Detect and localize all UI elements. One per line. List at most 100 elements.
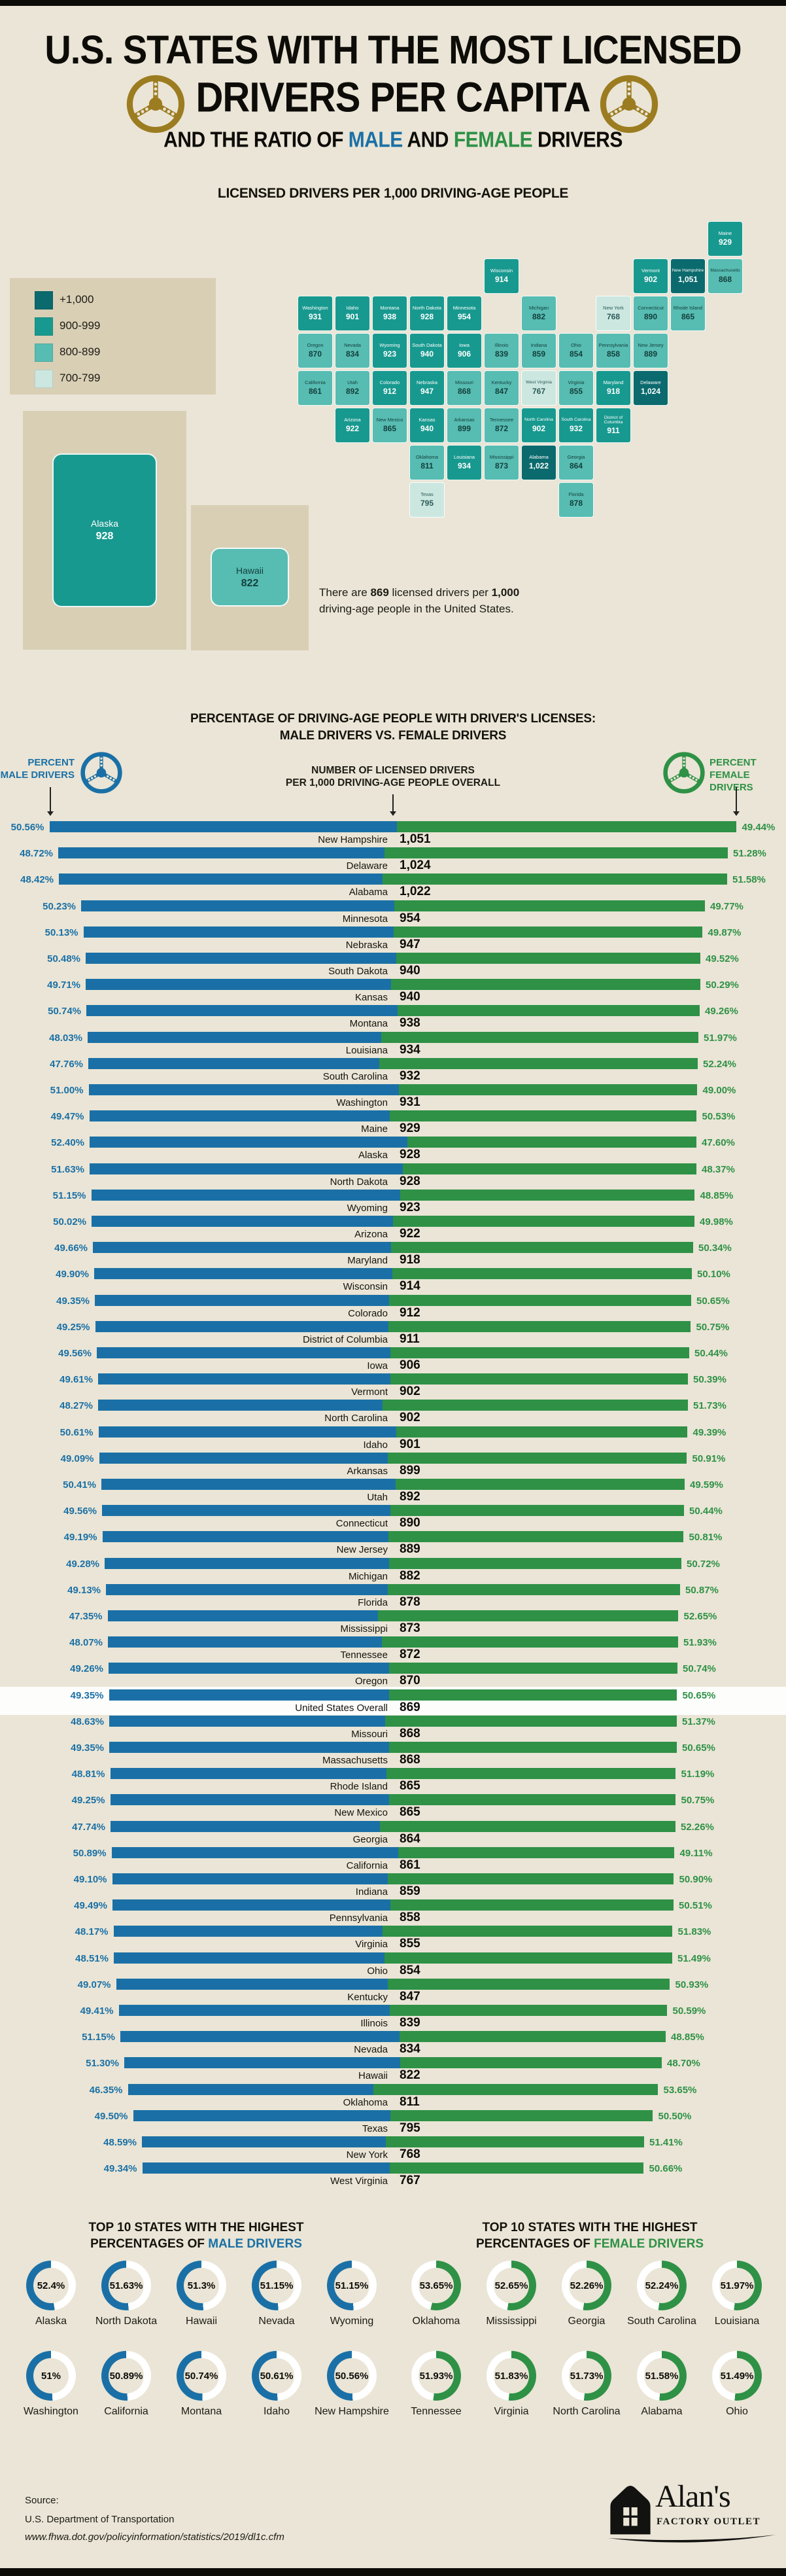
state-tile-new-hampshire: New Hampshire 1,051: [670, 258, 706, 294]
bar-state-name: Massachusetts: [322, 1755, 388, 1766]
state-value: 901: [345, 312, 360, 322]
state-tile-wyoming: Wyoming 923: [372, 333, 407, 368]
female-legend-label: PERCENT FEMALE DRIVERS: [709, 756, 786, 794]
donut-state-label: Louisiana: [714, 2316, 760, 2327]
donut-nevada: 51.15%: [252, 2261, 301, 2310]
ratio-bar-montana: [86, 1005, 700, 1016]
female-percent-label: 51.41%: [649, 2137, 683, 2148]
state-value: 855: [569, 387, 583, 397]
donut-percent: 51.63%: [109, 2280, 143, 2291]
donut-percent: 51.49%: [720, 2370, 754, 2382]
ratio-bar-texas: [133, 2110, 653, 2121]
donut-idaho: 50.61%: [252, 2351, 301, 2401]
legend-label: 700-799: [60, 372, 101, 384]
down-arrow: [390, 794, 396, 816]
legend-text: PERCENT: [709, 757, 757, 768]
note-text: driving-age people in the United States.: [319, 603, 514, 615]
bar-state-value: 899: [400, 1464, 420, 1477]
state-name: Illinois: [494, 342, 509, 348]
state-tile-pennsylvania: Pennsylvania 858: [596, 333, 631, 368]
state-tile-texas: Texas 795: [409, 482, 445, 518]
female-percent-label: 51.97%: [704, 1032, 737, 1044]
bar-state-value: 938: [400, 1016, 420, 1030]
state-name: Hawaii: [235, 565, 264, 576]
state-name: Massachusetts: [710, 268, 740, 273]
male-percent-label: 50.41%: [63, 1479, 96, 1491]
source-url[interactable]: www.fhwa.dot.gov/policyinformation/stati…: [25, 2532, 284, 2543]
bar-state-name: Alabama: [349, 887, 388, 898]
donut-state-label: North Carolina: [553, 2406, 621, 2417]
bar-state-value: 869: [400, 1701, 420, 1714]
state-tile-south-dakota: South Dakota 940: [409, 333, 445, 368]
donut-percent: 51.97%: [720, 2280, 754, 2291]
state-tile-kansas: Kansas 940: [409, 408, 445, 443]
female-percent-label: 49.39%: [692, 1427, 726, 1438]
male-bar-segment: [58, 847, 384, 858]
female-bar-segment: [393, 1216, 694, 1227]
female-percent-label: 50.65%: [696, 1296, 730, 1307]
donut-tennessee: 51.93%: [411, 2351, 461, 2401]
state-name: Indiana: [530, 342, 547, 348]
male-bar-segment: [81, 900, 395, 911]
state-tile-north-dakota: North Dakota 928: [409, 296, 445, 331]
female-bar-segment: [395, 1479, 685, 1490]
bar-state-name: New York: [346, 2149, 388, 2161]
female-percent-label: 52.24%: [703, 1059, 736, 1070]
bar-state-value: 858: [400, 1911, 420, 1924]
male-bar-segment: [92, 1216, 394, 1227]
female-bar-segment: [390, 1505, 684, 1516]
male-percent-label: 51.15%: [52, 1190, 86, 1201]
donut-south-carolina: 52.24%: [637, 2261, 687, 2310]
donut-percent: 51.58%: [645, 2370, 679, 2382]
donut-percent: 51.3%: [187, 2280, 216, 2291]
male-percent-label: 49.50%: [94, 2111, 128, 2122]
state-value: 902: [643, 275, 658, 285]
state-value: 1,024: [640, 387, 661, 397]
female-bar-segment: [381, 1032, 698, 1043]
bar-state-value: 839: [400, 2016, 420, 2030]
female-bar-segment: [397, 1005, 700, 1016]
bar-state-name: Indiana: [355, 1886, 388, 1897]
male-bar-segment: [116, 1979, 388, 1990]
state-name: Rhode Island: [673, 304, 703, 311]
bar-state-name: Oregon: [354, 1676, 388, 1687]
donut-percent: 51.15%: [335, 2280, 369, 2291]
male-percent-label: 49.41%: [80, 2005, 114, 2017]
state-tile-vermont: Vermont 902: [633, 258, 668, 294]
female-percent-label: 48.37%: [702, 1164, 735, 1175]
female-bar-segment: [403, 1163, 696, 1174]
donut-virginia: 51.83%: [487, 2351, 536, 2401]
state-name: Vermont: [641, 267, 660, 273]
state-tile-washington: Washington 931: [298, 296, 333, 331]
donut-hole: [419, 2358, 454, 2393]
male-bar-segment: [107, 1610, 378, 1621]
state-value: 923: [383, 349, 397, 359]
steering-wheel-icon: [126, 74, 186, 134]
male-percent-label: 50.74%: [48, 1006, 81, 1017]
male-bar-segment: [86, 1005, 398, 1016]
donut-hole: [33, 2358, 69, 2393]
donut-hole: [184, 2268, 219, 2303]
state-tile-iowa: Iowa 906: [447, 333, 482, 368]
female-bar-segment: [384, 1952, 672, 1964]
bar-state-value: 914: [400, 1279, 420, 1293]
state-name: Georgia: [567, 453, 585, 460]
state-tile-wisconsin: Wisconsin 914: [484, 258, 519, 294]
male-bar-segment: [112, 1899, 390, 1911]
state-name: Alaska: [90, 518, 119, 529]
bar-state-value: 902: [400, 1385, 420, 1398]
bar-state-name: South Dakota: [328, 966, 388, 977]
note-text: licensed drivers per: [388, 586, 492, 599]
state-value: 878: [569, 499, 583, 508]
female-percent-label: 51.73%: [693, 1400, 726, 1411]
female-percent-label: 50.51%: [679, 1900, 712, 1911]
state-tile-louisiana: Louisiana 934: [447, 445, 482, 480]
ratio-bar-new-hampshire: [49, 821, 737, 832]
state-name: New York: [603, 304, 624, 311]
state-value: 870: [308, 349, 322, 359]
donut-state-label: Mississippi: [486, 2316, 537, 2327]
bar-state-name: North Carolina: [324, 1413, 388, 1424]
bar-state-name: Washington: [336, 1097, 388, 1108]
title-prefix: PERCENTAGES OF: [475, 2237, 594, 2251]
donut-state-label: South Carolina: [627, 2316, 696, 2327]
